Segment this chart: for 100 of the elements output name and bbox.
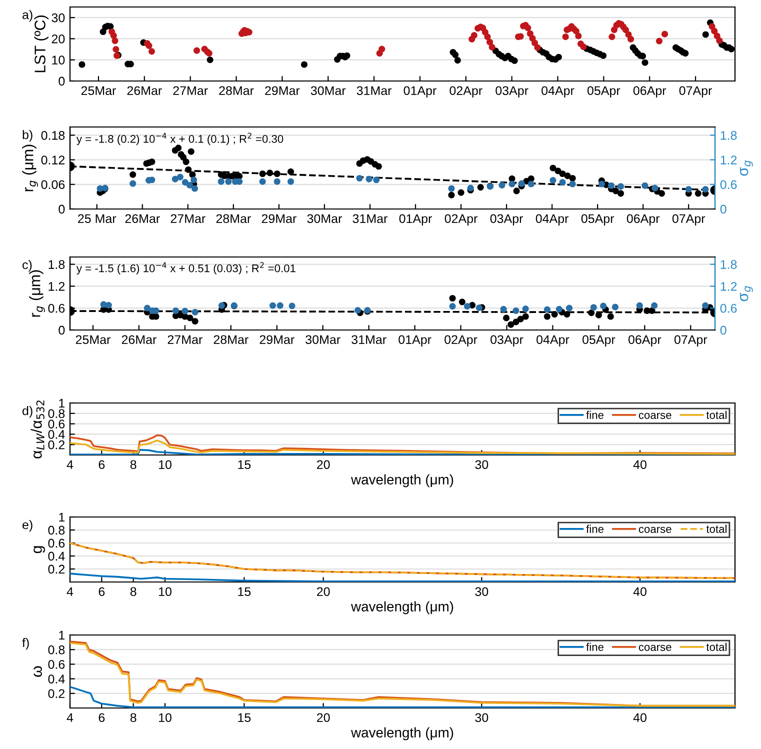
x-tick-label: 40 bbox=[633, 587, 646, 596]
y-axis-title: ω bbox=[34, 666, 42, 677]
x-tick-label: 03Apr bbox=[496, 86, 528, 98]
x-tick-label: 04Apr bbox=[536, 335, 570, 347]
y2-tick-label: 1.8 bbox=[720, 260, 737, 269]
x-tick-label: 15 bbox=[238, 460, 251, 470]
y2-tick-label: 0.6 bbox=[720, 180, 737, 190]
y-tick-label: 0.6 bbox=[48, 304, 65, 313]
x-tick-label: 30 bbox=[475, 713, 488, 722]
x-tick-label: 25Mar bbox=[81, 86, 116, 96]
x-tick-label: 07Apr bbox=[674, 335, 708, 347]
y-axis-title: r$_{g}$ (μm) bbox=[29, 270, 45, 317]
x-tick-label: 4 bbox=[66, 713, 74, 722]
x-tick-label: 8 bbox=[130, 587, 136, 596]
y2-tick-label: 0.6 bbox=[720, 304, 737, 313]
chart-title: f) bbox=[22, 638, 29, 650]
y2-tick-label: 1.2 bbox=[720, 156, 737, 164]
x-tick-label: 29Mar bbox=[262, 214, 296, 224]
x-tick-label: 30Mar bbox=[306, 335, 340, 344]
y-tick-label: 0.2 bbox=[48, 689, 65, 698]
x-axis-title: wavelength (μm) bbox=[351, 727, 454, 740]
legend-label: coarse bbox=[638, 644, 672, 651]
y2-tick-label: 1.8 bbox=[720, 131, 737, 140]
x-tick-label: 30 bbox=[475, 460, 488, 470]
x-tick-label: 6 bbox=[98, 587, 105, 596]
x-tick-label: 20 bbox=[317, 587, 330, 596]
x-tick-label: 29Mar bbox=[260, 335, 294, 344]
x-tick-label: 07Apr bbox=[679, 86, 712, 98]
y-tick-label: 0 bbox=[58, 76, 65, 86]
x-tick-label: 26Mar bbox=[125, 214, 160, 224]
x-tick-label: 15 bbox=[238, 587, 251, 596]
x-tick-label: 04Apr bbox=[542, 86, 574, 98]
chart-title: c) bbox=[22, 260, 32, 272]
y-tick-label: 0.12 bbox=[41, 156, 65, 164]
x-tick-label: 25Mar bbox=[76, 335, 110, 344]
y2-tick-label: 0 bbox=[720, 326, 726, 335]
x-tick-label: 28Mar bbox=[216, 214, 251, 224]
x-tick-label: 05Apr bbox=[581, 214, 614, 226]
x-tick-label: 26Mar bbox=[127, 86, 162, 96]
x-tick-label: 4 bbox=[66, 587, 74, 596]
legend-label: total bbox=[706, 642, 726, 651]
y-tick-label: 1.8 bbox=[48, 260, 65, 269]
x-tick-label: 8 bbox=[130, 713, 136, 722]
y-tick-label: 0.2 bbox=[48, 440, 65, 450]
y-tick-label: 0.6 bbox=[48, 420, 65, 428]
y-tick-label: 0.6 bbox=[48, 660, 65, 669]
y-tick-label: 0.4 bbox=[48, 430, 65, 439]
y-tick-label: 0 bbox=[58, 326, 65, 335]
x-tick-label: 30Mar bbox=[307, 214, 342, 224]
x-axis-title: wavelength (μm) bbox=[351, 601, 454, 614]
x-tick-label: 04Apr bbox=[536, 214, 569, 226]
x-tick-label: 30 bbox=[475, 587, 488, 596]
x-tick-label: 05Apr bbox=[587, 86, 620, 98]
y-tick-label: 0.06 bbox=[41, 180, 65, 190]
y-tick-label: 0.6 bbox=[48, 538, 65, 548]
x-tick-label: 03Apr bbox=[490, 214, 524, 226]
y2-axis-title: σ$_{g}$ bbox=[740, 160, 753, 176]
x-tick-label: 07Apr bbox=[672, 214, 706, 226]
x-tick-label: 6 bbox=[98, 713, 105, 722]
chart-title: e) bbox=[22, 520, 32, 532]
x-tick-label: 30Mar bbox=[310, 86, 346, 96]
x-tick-label: 20 bbox=[317, 460, 330, 470]
x-tick-label: 02Apr bbox=[450, 86, 482, 98]
y-tick-label: 0.8 bbox=[48, 645, 65, 654]
legend-label: fine bbox=[586, 410, 604, 419]
x-tick-label: 27Mar bbox=[168, 335, 202, 344]
x-tick-label: 6 bbox=[98, 460, 105, 470]
x-tick-label: 06Apr bbox=[633, 86, 666, 98]
x-tick-label: 31Mar bbox=[352, 335, 386, 344]
x-tick-label: 28Mar bbox=[219, 86, 254, 96]
y-tick-label: 1 bbox=[59, 398, 65, 408]
legend-label: total bbox=[706, 410, 726, 419]
y-tick-label: 0 bbox=[58, 204, 65, 214]
x-tick-label: 8 bbox=[130, 460, 136, 470]
y-axis-title: g bbox=[34, 546, 45, 554]
y2-tick-label: 1.2 bbox=[720, 282, 737, 291]
legend-label: coarse bbox=[638, 412, 672, 419]
x-tick-label: 05Apr bbox=[582, 335, 616, 347]
y-tick-label: 1 bbox=[59, 630, 65, 640]
x-axis-title: wavelength (μm) bbox=[351, 474, 454, 488]
y-tick-label: 0.2 bbox=[48, 564, 65, 574]
x-tick-label: 27Mar bbox=[170, 214, 206, 224]
y-tick-label: 0.18 bbox=[41, 131, 65, 140]
x-tick-label: 02Apr bbox=[444, 335, 478, 347]
x-tick-label: 31Mar bbox=[356, 86, 392, 96]
legend-label: coarse bbox=[638, 526, 672, 533]
x-tick-label: 4 bbox=[66, 460, 74, 469]
x-tick-label: 10 bbox=[159, 713, 172, 722]
legend-label: fine bbox=[586, 524, 604, 533]
x-tick-label: 02Apr bbox=[444, 214, 478, 226]
x-tick-label: 01Apr bbox=[398, 335, 432, 347]
y-axis-title: r$_{g}$ (μm) bbox=[22, 144, 38, 192]
x-tick-label: 10 bbox=[159, 587, 172, 596]
y-tick-label: 0.4 bbox=[48, 552, 65, 561]
y-tick-label: 0.8 bbox=[48, 409, 65, 418]
x-tick-label: 26Mar bbox=[122, 335, 156, 344]
legend-label: total bbox=[706, 524, 726, 533]
x-tick-label: 27Mar bbox=[173, 86, 208, 96]
x-tick-label: 10 bbox=[159, 460, 172, 470]
x-tick-label: 31Mar bbox=[352, 214, 388, 224]
